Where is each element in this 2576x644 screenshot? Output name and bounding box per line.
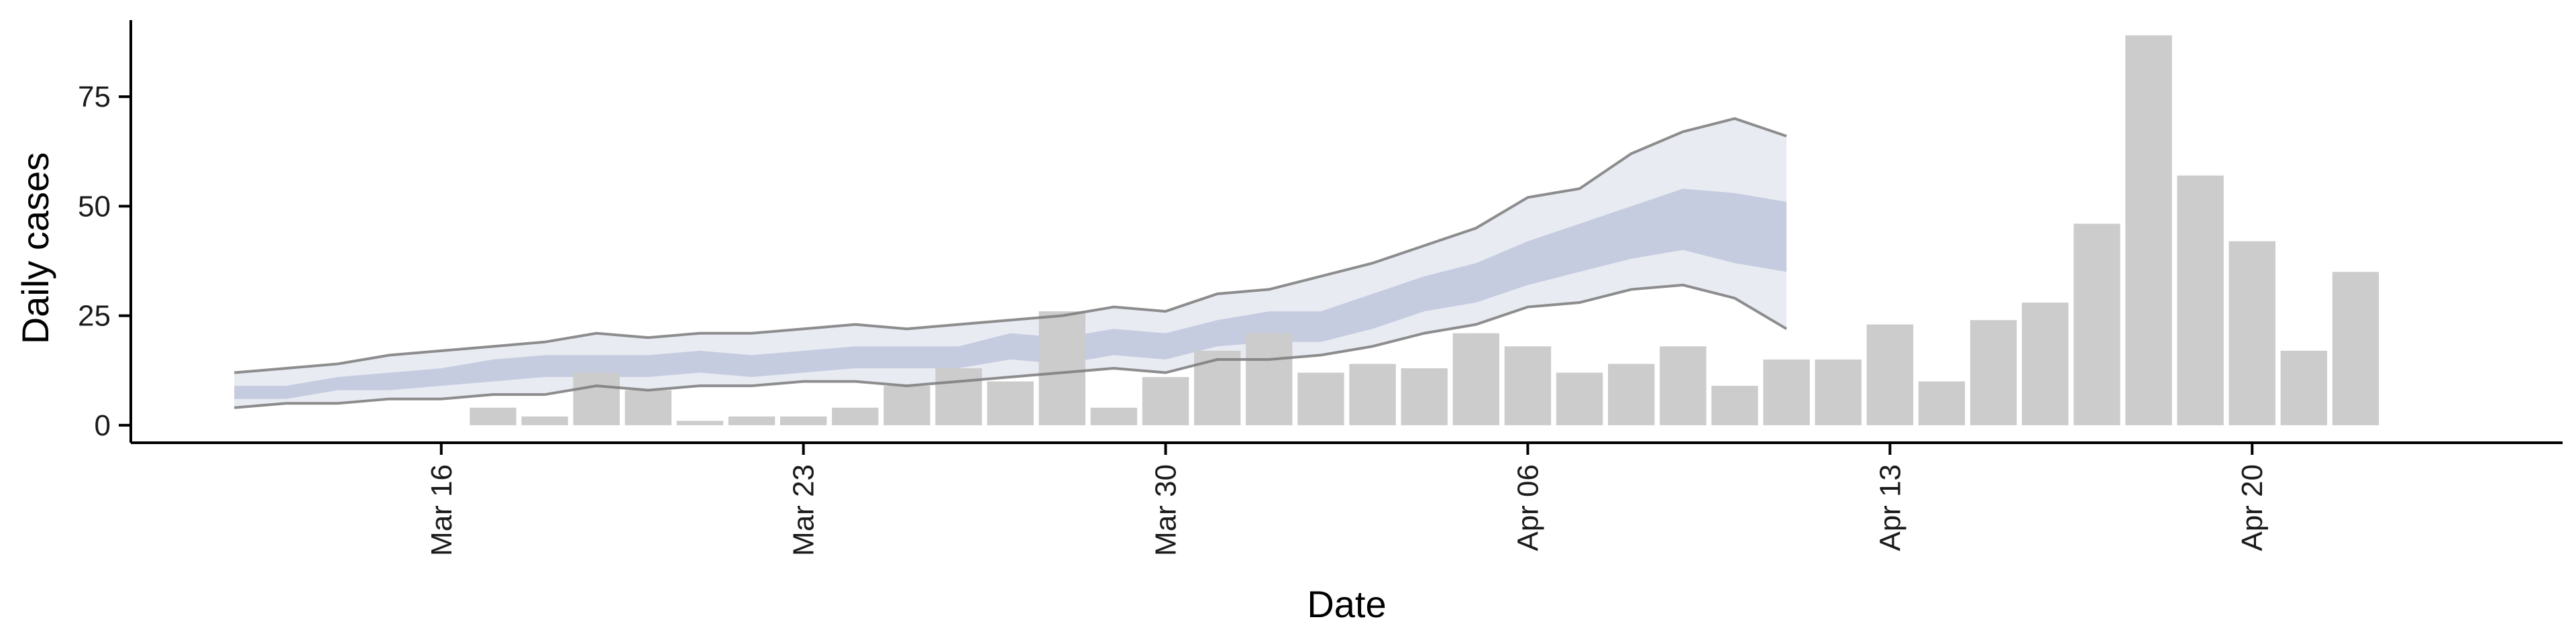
case-bar	[728, 416, 775, 425]
case-bar	[2229, 241, 2275, 425]
ci90-upper-line	[234, 117, 1787, 374]
case-bar	[2022, 303, 2069, 425]
y-tick-label: 75	[78, 80, 111, 113]
case-bar	[2074, 223, 2121, 425]
case-bar	[1349, 364, 1396, 425]
case-bar	[1866, 324, 1914, 425]
case-bar	[1193, 350, 1241, 425]
case-bar	[470, 407, 517, 425]
case-bar	[1607, 364, 1655, 425]
case-bar	[883, 386, 930, 425]
y-tick-label: 0	[95, 409, 111, 442]
case-bar	[573, 372, 620, 425]
case-bar	[1763, 359, 1810, 425]
case-bars	[470, 35, 2379, 425]
case-bar	[676, 421, 724, 425]
axes	[129, 20, 2563, 444]
case-bar	[987, 381, 1034, 425]
case-bar	[1246, 333, 1293, 425]
case-bar	[2280, 350, 2328, 425]
case-bar	[1297, 372, 1344, 425]
estimate-lines	[234, 117, 1788, 409]
case-bar	[1918, 381, 1966, 425]
y-axis-title: Daily cases	[14, 152, 56, 344]
y-axis-ticks: 0 25 50 75	[78, 80, 131, 442]
case-bar	[2177, 175, 2224, 425]
case-bar	[1711, 386, 1758, 425]
case-bar	[1090, 407, 1138, 425]
case-bar	[1970, 320, 2017, 425]
y-tick-label: 50	[78, 190, 111, 223]
ci50-band	[234, 189, 1787, 399]
case-bar	[1452, 333, 1500, 425]
case-bar	[1504, 346, 1552, 425]
case-bar	[2125, 35, 2172, 425]
case-bar	[625, 390, 672, 425]
case-bar	[1038, 311, 1086, 425]
ci90-lower-line	[234, 283, 1788, 409]
case-bar	[1815, 359, 1862, 425]
case-bar	[832, 407, 879, 425]
case-bar	[935, 368, 982, 425]
x-tick-label: Apr 06	[1511, 464, 1544, 551]
x-tick-label: Apr 13	[1874, 464, 1907, 551]
x-tick-label: Mar 16	[425, 464, 458, 556]
case-bar	[1660, 346, 1707, 425]
case-bar	[1401, 368, 1448, 425]
x-tick-label: Mar 23	[788, 464, 820, 556]
y-tick-label: 25	[78, 300, 111, 333]
case-bar	[521, 416, 568, 425]
x-axis-title: Date	[1307, 583, 1386, 625]
x-tick-label: Apr 20	[2236, 464, 2269, 551]
case-bar	[780, 416, 827, 425]
x-tick-label: Mar 30	[1150, 464, 1183, 556]
case-bar	[1142, 377, 1189, 425]
case-bar	[2332, 272, 2379, 425]
case-bar	[1556, 372, 1603, 425]
x-axis-ticks: Mar 16 Mar 23 Mar 30 Apr 06 Apr 13 Apr 20	[425, 443, 2269, 556]
estimate-bands	[234, 118, 1787, 408]
